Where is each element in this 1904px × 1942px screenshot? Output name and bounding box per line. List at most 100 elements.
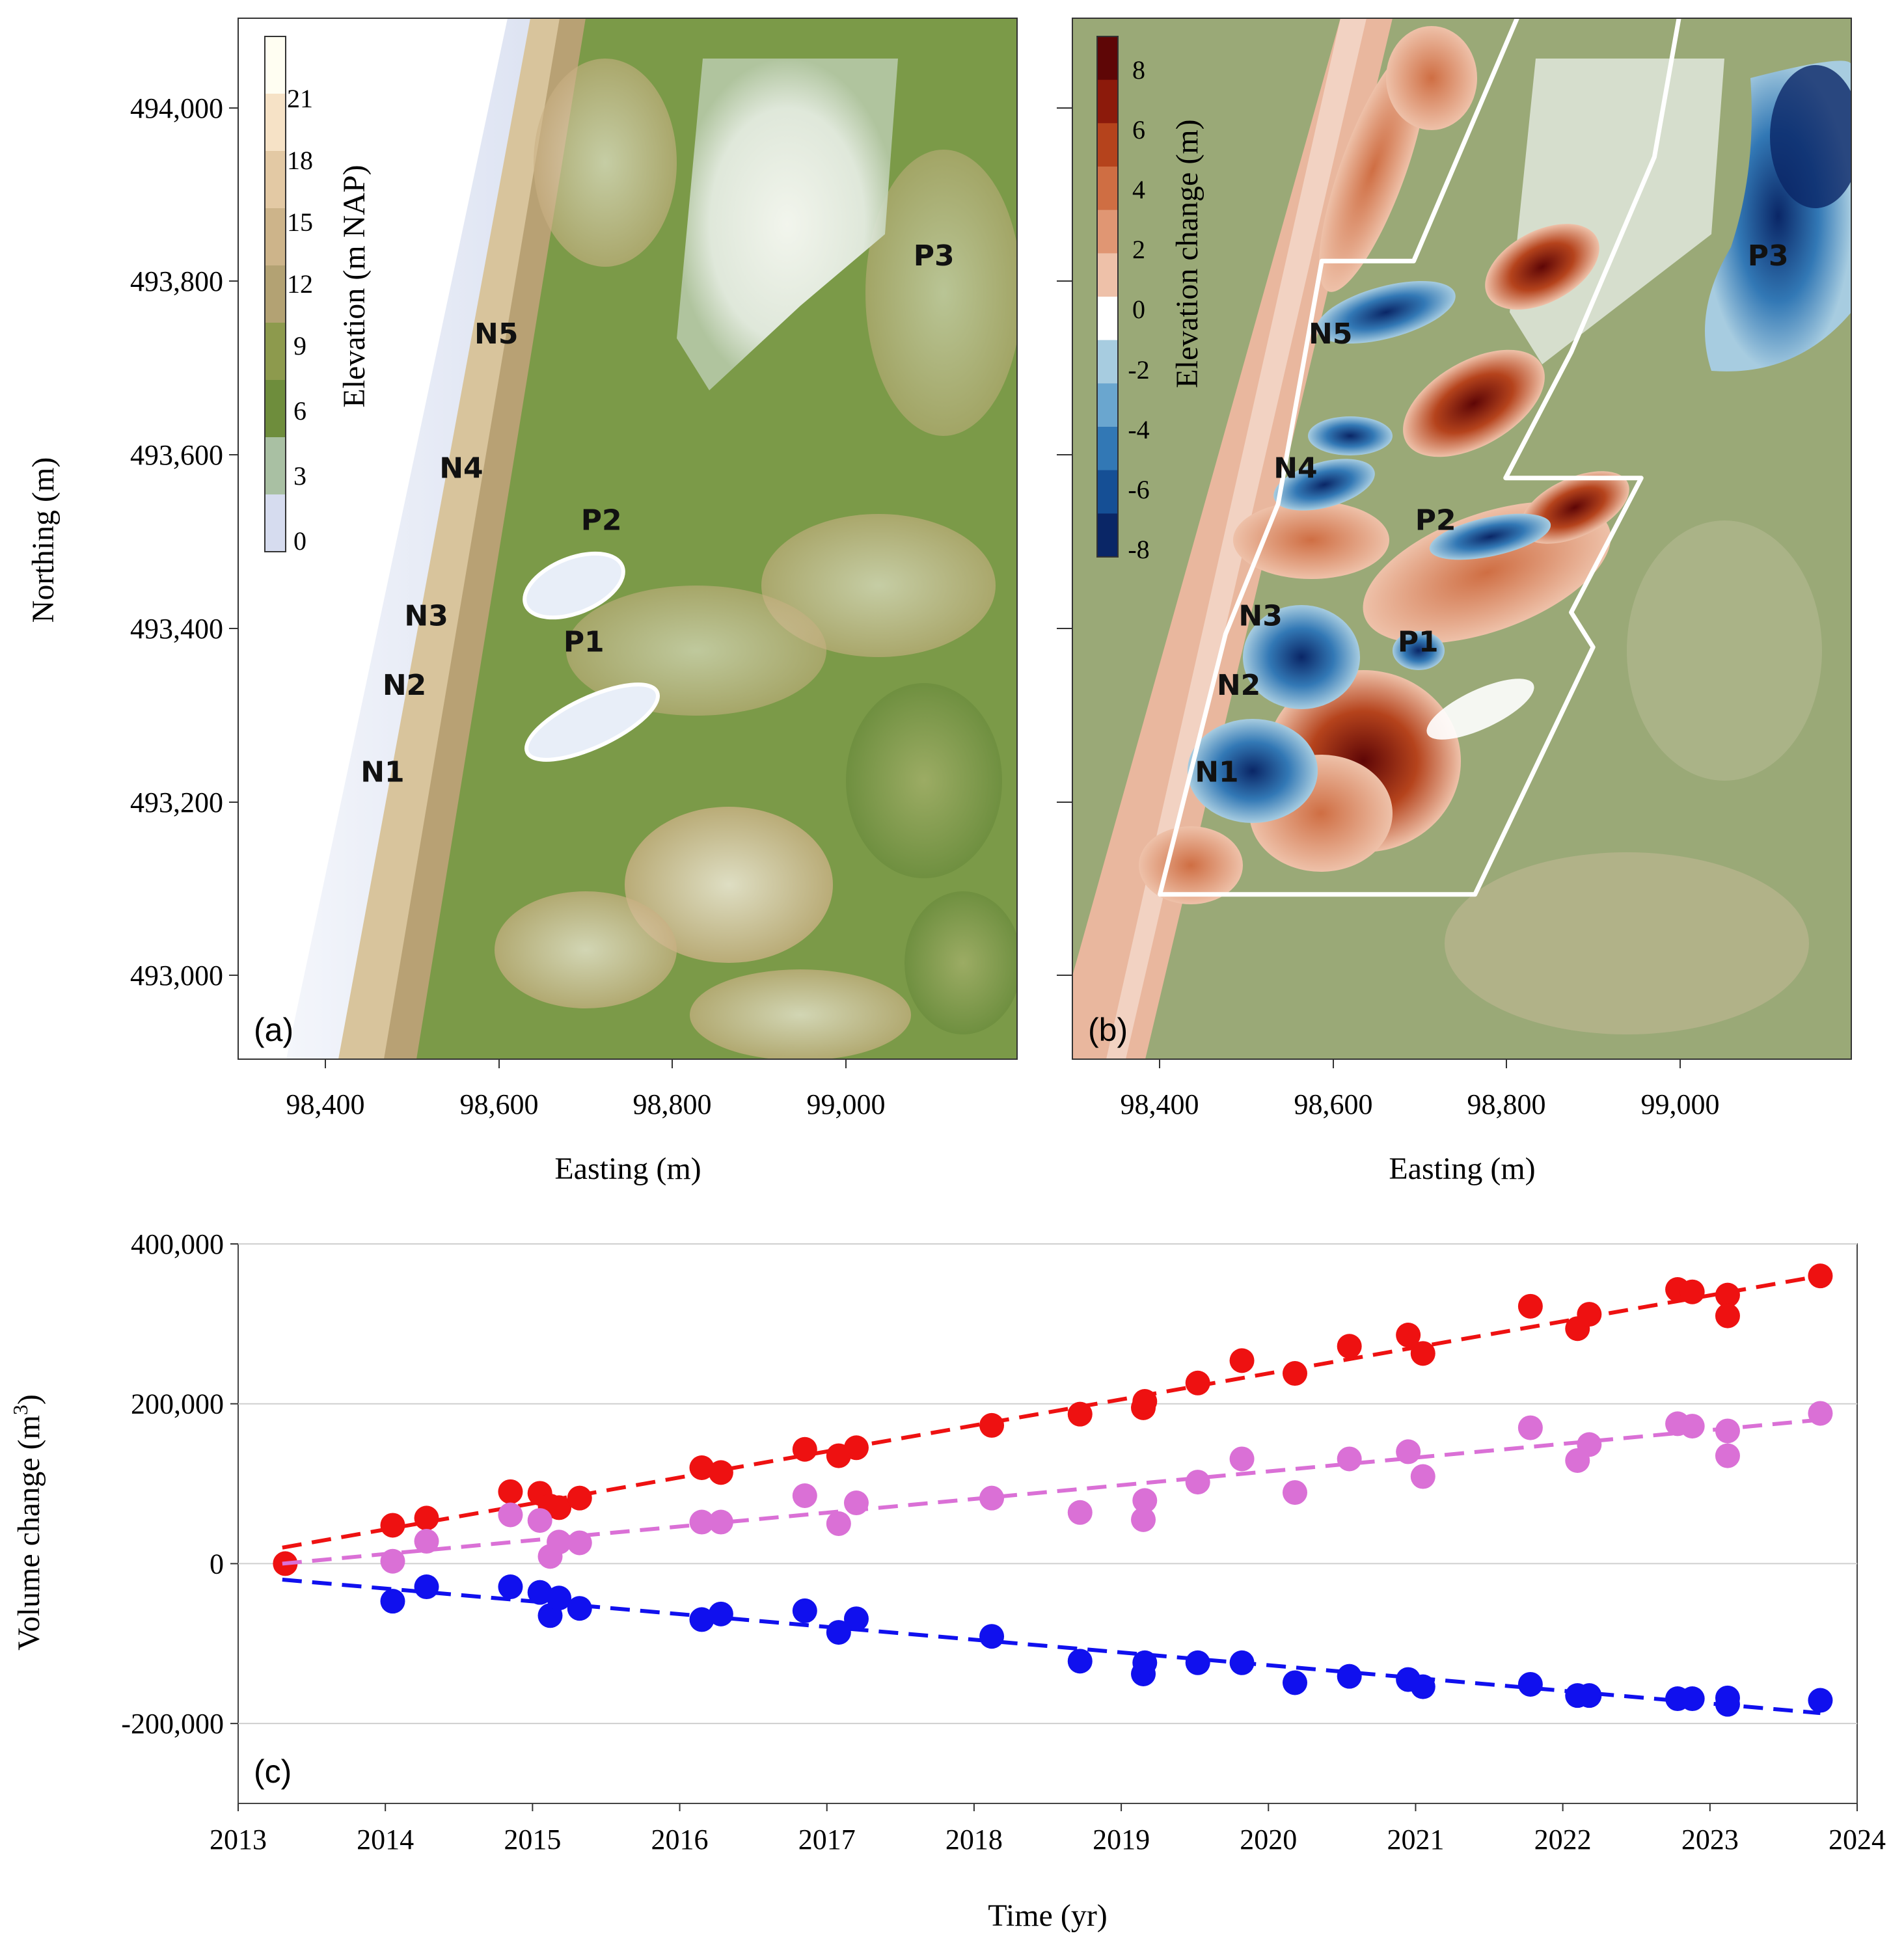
- data-point-deposition: [1185, 1370, 1210, 1396]
- colorbar-a-tick: 18: [287, 146, 313, 175]
- data-point-deposition: [1808, 1263, 1833, 1289]
- colorbar-swatch: [1097, 297, 1118, 341]
- x-tick-label: 98,400: [1121, 1088, 1199, 1120]
- data-point-deposition: [1680, 1279, 1705, 1304]
- colorbar-outline: [1096, 36, 1119, 558]
- colorbar-swatch: [1097, 79, 1118, 124]
- x-tick-label: 2016: [651, 1824, 709, 1855]
- colorbar-a-tick: 0: [293, 526, 306, 556]
- panel-b-map: [1072, 18, 1851, 1059]
- data-point-erosion: [547, 1585, 572, 1611]
- y-tick-label: 494,000: [130, 92, 223, 124]
- x-ticks-b: 98,400 98,600 98,800 99,000: [1121, 1059, 1720, 1120]
- colorbar-swatch: [1097, 470, 1118, 514]
- y-tick-label: 493,600: [130, 439, 223, 471]
- data-point-net: [1067, 1500, 1093, 1525]
- data-point-net: [567, 1530, 592, 1556]
- site-label-n2: N2: [1217, 669, 1260, 702]
- data-point-deposition: [1282, 1361, 1307, 1386]
- data-point-erosion: [1229, 1650, 1255, 1675]
- data-point-erosion: [567, 1596, 592, 1621]
- data-point-erosion: [1808, 1688, 1833, 1713]
- colorbar-a-tick: 12: [287, 269, 313, 299]
- colorbar-swatch: [1097, 340, 1118, 384]
- colorbar-b-tick: 0: [1132, 295, 1145, 324]
- study-area-polygon: [1158, 0, 1685, 897]
- colorbar-b-tick: -6: [1128, 475, 1149, 504]
- y-tick-label: 0: [210, 1548, 224, 1580]
- panel-label-a: (a): [254, 1012, 293, 1048]
- data-point-erosion: [414, 1574, 439, 1600]
- colorbar-a-label: Elevation (m NAP): [337, 165, 372, 407]
- data-point-erosion: [689, 1607, 714, 1632]
- data-point-deposition: [1396, 1323, 1421, 1348]
- data-point-deposition: [708, 1460, 733, 1485]
- colorbar-b-tick: 4: [1132, 175, 1145, 204]
- grid-c: [238, 1243, 1857, 1725]
- data-point-net: [1132, 1488, 1158, 1513]
- data-point-net: [708, 1509, 733, 1535]
- y-tick-label: 493,400: [130, 613, 223, 645]
- colorbar-a-tick: 3: [293, 461, 306, 491]
- y-axis-title-c: Volume change (m3): [8, 1394, 46, 1651]
- data-point-net: [826, 1511, 851, 1536]
- data-point-net: [1185, 1470, 1210, 1495]
- data-point-erosion: [1132, 1650, 1158, 1675]
- data-point-net: [1337, 1446, 1362, 1472]
- y-tick-label: 493,200: [130, 787, 223, 818]
- x-axis-title-b: Easting (m): [1389, 1152, 1535, 1186]
- colorbar-swatch: [265, 94, 286, 152]
- site-label-p1: P1: [1398, 625, 1439, 658]
- x-tick-label: 2017: [798, 1824, 856, 1855]
- data-point-net: [1229, 1446, 1255, 1472]
- site-label-n1: N1: [1195, 755, 1238, 789]
- data-point-net: [380, 1548, 405, 1574]
- colorbar-swatch: [265, 265, 286, 323]
- data-point-erosion: [708, 1601, 733, 1626]
- site-labels-a: N1 N2 N3 N4 N5 P1 P2 P3: [360, 239, 954, 789]
- data-point-net: [527, 1508, 552, 1533]
- panel-label-b: (b): [1088, 1012, 1128, 1048]
- x-tick-label: 2014: [357, 1824, 414, 1855]
- ticks-c: 400,000 200,000 0 -200,000 2013 2014 2015 2016 2…: [121, 1228, 1886, 1855]
- site-label-p2: P2: [1415, 504, 1456, 537]
- colorbar-b-tick: 6: [1132, 115, 1145, 144]
- data-point-deposition: [1715, 1303, 1740, 1328]
- data-point-erosion: [979, 1624, 1005, 1649]
- x-tick-label: 98,400: [286, 1088, 365, 1120]
- data-point-erosion: [1577, 1683, 1602, 1708]
- colorbar-b-tick: -2: [1128, 355, 1149, 384]
- site-label-p3: P3: [1748, 239, 1789, 273]
- data-point-deposition: [1517, 1293, 1543, 1319]
- data-point-deposition: [547, 1495, 572, 1520]
- x-tick-label: 2015: [504, 1824, 561, 1855]
- x-tick-label: 99,000: [807, 1088, 886, 1120]
- colorbar-swatch: [1097, 513, 1118, 558]
- site-label-n4: N4: [1273, 452, 1317, 485]
- site-label-n5: N5: [1309, 317, 1352, 351]
- data-point-erosion: [1410, 1674, 1435, 1699]
- data-point-erosion: [1715, 1685, 1740, 1710]
- y-tick-label: 200,000: [131, 1388, 224, 1420]
- data-point-deposition: [792, 1436, 817, 1462]
- data-point-net: [843, 1490, 869, 1516]
- data-point-net: [1577, 1432, 1602, 1457]
- y-ticks-b: [1057, 107, 1072, 976]
- data-point-deposition: [1577, 1302, 1602, 1327]
- data-point-deposition: [843, 1435, 869, 1461]
- site-label-n5: N5: [474, 317, 518, 351]
- data-point-deposition: [1337, 1334, 1362, 1359]
- data-point-deposition: [979, 1412, 1005, 1438]
- x-tick-label: 98,600: [1294, 1088, 1373, 1120]
- data-point-deposition: [1229, 1348, 1255, 1373]
- colorbar-swatch: [1097, 253, 1118, 297]
- site-label-n3: N3: [404, 599, 448, 632]
- x-tick-label: 2021: [1387, 1824, 1444, 1855]
- colorbar-swatch: [265, 323, 286, 381]
- data-point-net: [979, 1485, 1005, 1511]
- data-point-erosion: [1067, 1649, 1093, 1674]
- data-point-net: [414, 1529, 439, 1554]
- colorbar-swatch: [1097, 383, 1118, 427]
- colorbar-swatch: [1097, 36, 1118, 81]
- x-tick-label: 2023: [1681, 1824, 1739, 1855]
